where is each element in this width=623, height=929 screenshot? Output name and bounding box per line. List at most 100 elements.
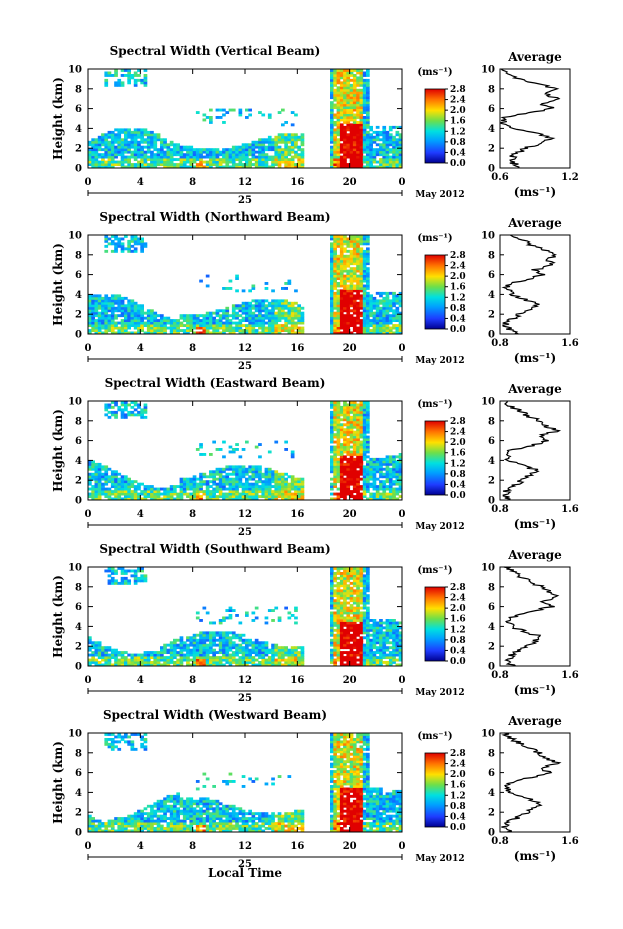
heatmap-cell [277, 133, 282, 137]
heatmap-cell [366, 455, 370, 459]
heatmap-cell [179, 482, 184, 486]
heatmap-cell [336, 299, 341, 303]
heatmap-cell [199, 651, 203, 654]
average-y-tick-label: 10 [481, 397, 495, 408]
heatmap-cell [160, 321, 164, 325]
heatmap-cell [261, 299, 266, 303]
heatmap-cell [359, 108, 364, 112]
heatmap-cell [267, 467, 272, 471]
heatmap-cell [107, 648, 112, 652]
heatmap-cell [91, 306, 95, 310]
heatmap-cell [294, 621, 298, 625]
heatmap-cell [267, 658, 272, 662]
heatmap-cell [346, 445, 351, 449]
heatmap-cell [277, 153, 282, 157]
heatmap-cell [212, 319, 216, 322]
heatmap-cell [94, 155, 99, 159]
heatmap-cell [336, 143, 341, 147]
heatmap-cell [235, 289, 239, 293]
heatmap-cell [398, 470, 403, 474]
heatmap-cell [189, 153, 194, 157]
heatmap-cell [343, 438, 347, 441]
heatmap-cell [330, 641, 334, 645]
heatmap-cell [222, 646, 226, 650]
heatmap-cell [212, 490, 216, 493]
heatmap-cell [209, 480, 213, 484]
heatmap-cell [101, 158, 105, 161]
heatmap-cell [179, 158, 184, 161]
heatmap-cell [248, 643, 252, 647]
heatmap-cell [120, 324, 125, 327]
heatmap-cell [114, 148, 118, 152]
heatmap-cell [143, 403, 148, 407]
heatmap-cell [330, 116, 334, 119]
heatmap-cell [97, 470, 102, 474]
heatmap-cell [186, 153, 190, 157]
heatmap-cell [277, 165, 282, 169]
heatmap-cell [215, 150, 220, 154]
heatmap-cell [398, 314, 403, 318]
heatmap-cell [107, 143, 112, 147]
heatmap-cell [333, 616, 337, 620]
heatmap-cell [297, 331, 301, 335]
heatmap-cell [274, 658, 279, 662]
heatmap-cell [258, 319, 262, 322]
heatmap-cell [352, 289, 357, 293]
heatmap-cell [290, 155, 295, 159]
heatmap-cell [297, 485, 301, 488]
heatmap-cell [150, 145, 154, 149]
heatmap-cell [228, 485, 233, 488]
heatmap-cell [251, 663, 256, 667]
heatmap-cell [212, 487, 216, 491]
heatmap-cell [359, 143, 364, 147]
heatmap-cell [97, 319, 102, 322]
heatmap-cell [218, 309, 223, 313]
heatmap-cell [346, 98, 351, 102]
heatmap-cell [261, 304, 266, 308]
heatmap-cell [245, 314, 249, 318]
heatmap-cell [343, 457, 347, 461]
heatmap-cell [101, 153, 105, 157]
heatmap-cell [339, 249, 344, 253]
heatmap-cell [107, 487, 112, 491]
heatmap-cell [379, 138, 383, 142]
heatmap-cell [228, 472, 233, 476]
heatmap-cell [267, 487, 272, 491]
heatmap-cell [235, 633, 239, 637]
heatmap-cell [94, 492, 99, 496]
heatmap-cell [245, 108, 249, 112]
heatmap-cell [238, 455, 243, 459]
heatmap-cell [97, 160, 102, 164]
heatmap-cell [117, 83, 122, 87]
heatmap-cell [251, 485, 256, 488]
heatmap-cell [146, 309, 151, 313]
heatmap-cell [366, 428, 370, 432]
heatmap-cell [362, 83, 367, 87]
average-title: Average [507, 50, 562, 64]
heatmap-cell [379, 291, 383, 295]
heatmap-cell [114, 663, 118, 667]
heatmap-cell [101, 148, 105, 152]
heatmap-cell [104, 658, 109, 662]
heatmap-cell [143, 658, 148, 662]
heatmap-cell [375, 497, 380, 501]
heatmap-cell [284, 648, 288, 652]
heatmap-cell [107, 140, 112, 144]
heatmap-cell [271, 497, 275, 501]
heatmap-cell [251, 304, 256, 308]
heatmap-cell [346, 108, 351, 112]
heatmap-cell [336, 71, 341, 75]
heatmap-cell [330, 626, 334, 630]
heatmap-cell [133, 306, 138, 310]
heatmap-cell [333, 584, 337, 588]
heatmap-cell [186, 658, 190, 662]
heatmap-cell [349, 492, 354, 496]
heatmap-cell [346, 410, 351, 414]
heatmap-cell [143, 656, 148, 659]
heatmap-cell [238, 492, 243, 496]
heatmap-cell [241, 497, 246, 501]
heatmap-cell [379, 495, 383, 498]
heatmap-cell [146, 326, 151, 330]
heatmap-cell [366, 291, 370, 295]
heatmap-cell [163, 160, 167, 164]
